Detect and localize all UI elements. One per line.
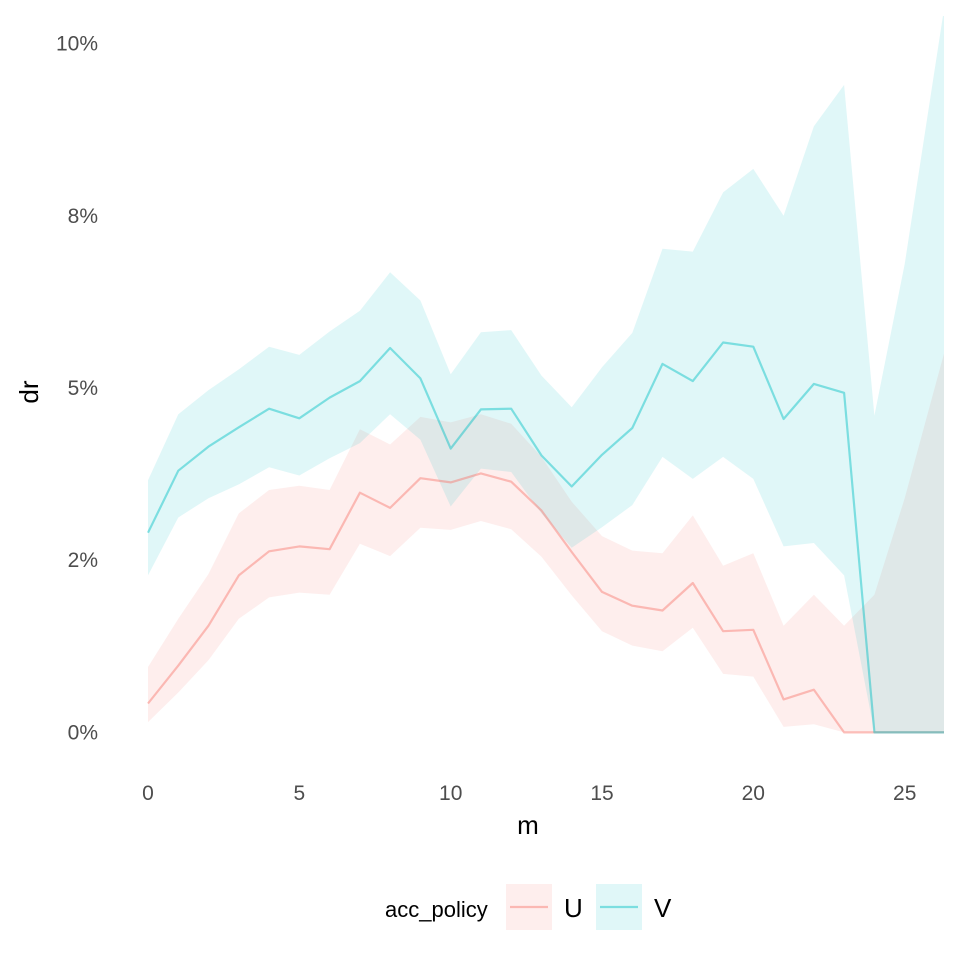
- band-v: [148, 16, 944, 733]
- x-tick-label: 25: [893, 782, 916, 805]
- y-axis: 0% 2% 5% 8% 10%: [56, 33, 98, 745]
- legend-key-v: [596, 884, 642, 930]
- y-tick-label: 8%: [68, 205, 98, 228]
- y-tick-label: 2%: [68, 549, 98, 572]
- y-axis-title: dr: [14, 380, 44, 403]
- legend-label-u: U: [564, 893, 583, 923]
- line-v: [147, 341, 944, 734]
- band-u: [148, 353, 944, 733]
- x-tick-label: 15: [590, 782, 613, 805]
- x-tick-label: 0: [142, 782, 154, 805]
- legend-title: acc_policy: [385, 897, 488, 922]
- x-tick-label: 10: [439, 782, 462, 805]
- x-tick-label: 20: [742, 782, 765, 805]
- y-tick-label: 5%: [68, 377, 98, 400]
- y-tick-label: 0%: [68, 721, 98, 744]
- legend-item-v: V: [596, 884, 672, 930]
- legend: acc_policy U V: [385, 884, 672, 930]
- legend-key-u: [506, 884, 552, 930]
- series-lines: [147, 341, 944, 734]
- legend-item-u: U: [506, 884, 583, 930]
- legend-label-v: V: [654, 893, 672, 923]
- x-axis: 0 5 10 15 20 25: [142, 782, 916, 805]
- x-tick-label: 5: [293, 782, 305, 805]
- x-axis-title: m: [517, 810, 539, 840]
- confidence-bands: [148, 16, 944, 733]
- y-tick-label: 10%: [56, 33, 98, 56]
- line-u: [147, 472, 944, 734]
